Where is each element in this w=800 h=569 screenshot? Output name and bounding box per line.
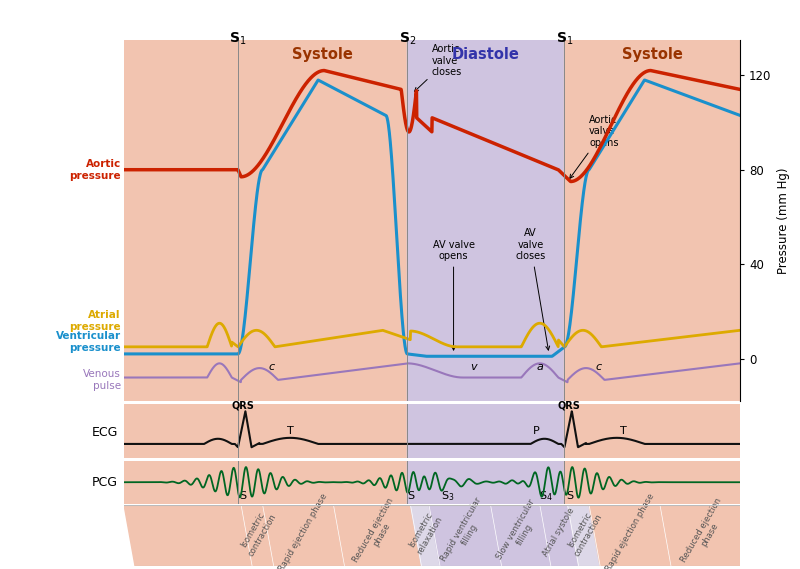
Text: S$_2$: S$_2$ <box>398 31 416 47</box>
Text: Aortic
valve
closes: Aortic valve closes <box>414 44 462 92</box>
Text: v: v <box>470 362 477 373</box>
Bar <box>407 404 565 458</box>
Bar <box>565 40 740 401</box>
Text: Slow ventricular
filling: Slow ventricular filling <box>495 498 546 567</box>
Bar <box>565 404 580 458</box>
Text: AV
valve
closes: AV valve closes <box>515 228 550 350</box>
Text: ECG: ECG <box>91 426 118 439</box>
Text: S$_4$: S$_4$ <box>539 489 553 503</box>
Text: Venous
pulse: Venous pulse <box>83 369 121 391</box>
Polygon shape <box>589 505 671 566</box>
Polygon shape <box>410 505 440 566</box>
Bar <box>124 461 238 504</box>
Text: Diastole: Diastole <box>452 47 520 61</box>
Polygon shape <box>334 505 422 566</box>
Text: Isometric
relaxation: Isometric relaxation <box>406 509 444 555</box>
Polygon shape <box>567 505 600 566</box>
Text: S: S <box>566 491 573 501</box>
Text: Systole: Systole <box>292 47 353 61</box>
Bar <box>407 404 422 458</box>
Bar <box>238 40 407 401</box>
Polygon shape <box>660 505 751 566</box>
Text: AV valve
opens: AV valve opens <box>433 240 474 350</box>
Text: a: a <box>536 362 543 373</box>
Bar <box>407 461 565 504</box>
Text: c: c <box>595 362 602 373</box>
Polygon shape <box>124 505 252 566</box>
Text: T: T <box>619 426 626 436</box>
Bar <box>565 404 740 458</box>
Bar <box>238 404 407 458</box>
Text: P: P <box>533 426 539 436</box>
Text: PCG: PCG <box>92 476 118 489</box>
Text: Isometric
contraction: Isometric contraction <box>237 507 278 558</box>
Bar <box>407 40 422 401</box>
Bar <box>565 461 580 504</box>
Text: QRS: QRS <box>231 400 254 410</box>
Bar <box>124 40 238 401</box>
Bar <box>407 40 565 401</box>
Bar <box>565 461 740 504</box>
Text: S$_1$: S$_1$ <box>556 31 573 47</box>
Bar <box>407 461 422 504</box>
Bar <box>238 461 407 504</box>
Text: Reduced ejection
phase: Reduced ejection phase <box>351 496 404 569</box>
Text: Reduced ejection
phase: Reduced ejection phase <box>679 496 732 569</box>
Text: Rapid ventricular
filling: Rapid ventricular filling <box>438 496 492 568</box>
Polygon shape <box>540 505 578 566</box>
Text: S: S <box>407 491 414 501</box>
Text: QRS: QRS <box>558 400 581 410</box>
Text: Aortic
valve
opens: Aortic valve opens <box>570 115 618 179</box>
Text: S$_3$: S$_3$ <box>441 489 454 503</box>
Bar <box>124 404 238 458</box>
Bar <box>565 40 580 401</box>
Text: Ventricular
pressure: Ventricular pressure <box>56 331 121 353</box>
Text: Rapid ejection phase: Rapid ejection phase <box>278 492 330 569</box>
Text: c: c <box>269 362 275 373</box>
Text: Aortic
pressure: Aortic pressure <box>70 159 121 180</box>
Text: Isometric
contraction: Isometric contraction <box>563 507 604 558</box>
Text: Rapid ejection phase: Rapid ejection phase <box>604 492 656 569</box>
Polygon shape <box>262 505 345 566</box>
Text: Atrial
pressure: Atrial pressure <box>70 310 121 332</box>
Text: Atrial systole: Atrial systole <box>542 506 577 558</box>
Polygon shape <box>429 505 502 566</box>
Text: T: T <box>287 426 294 436</box>
Text: S$_1$: S$_1$ <box>230 31 246 47</box>
Polygon shape <box>490 505 551 566</box>
Text: S: S <box>239 491 246 501</box>
Y-axis label: Pressure (mm Hg): Pressure (mm Hg) <box>777 167 790 274</box>
Polygon shape <box>241 505 274 566</box>
Text: Systole: Systole <box>622 47 682 61</box>
